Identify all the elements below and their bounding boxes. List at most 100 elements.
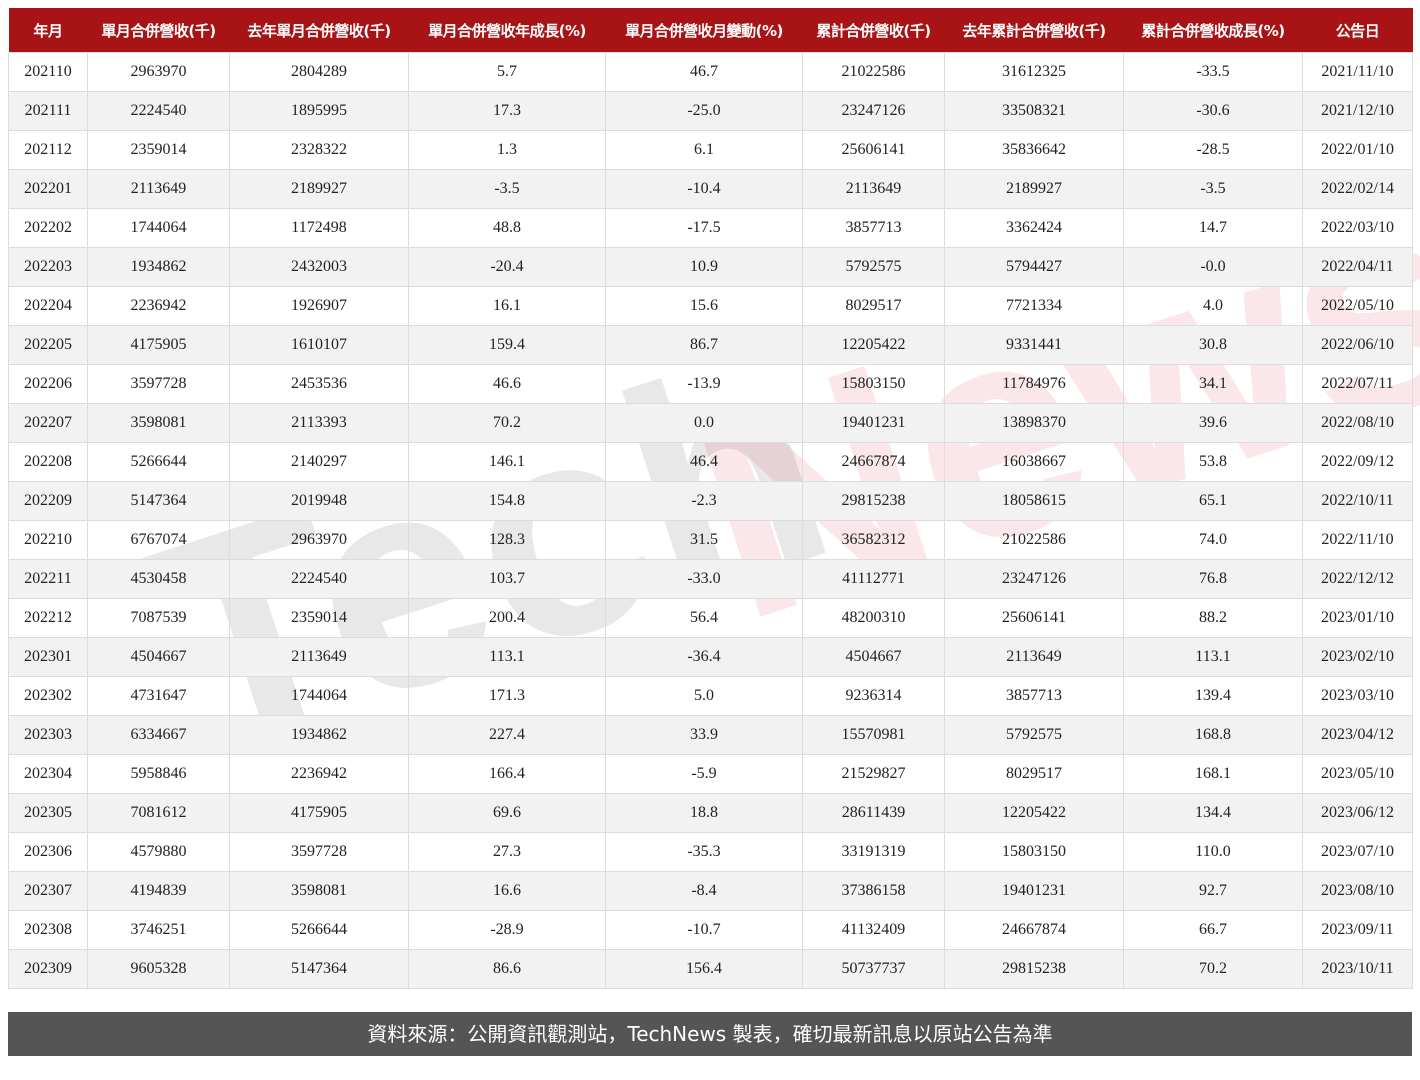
cell-monthly-revenue: 4194839 — [87, 871, 230, 911]
cell-announce-date: 2022/07/11 — [1302, 364, 1413, 404]
cell-cumulative-growth: -3.5 — [1123, 169, 1303, 209]
cell-cumulative-growth: 92.7 — [1123, 871, 1303, 911]
cell-last-year-monthly-revenue: 2453536 — [229, 364, 409, 404]
cell-announce-date: 2022/05/10 — [1302, 286, 1413, 326]
cell-last-year-cumulative-revenue: 8029517 — [944, 754, 1124, 794]
table-row: 202302 4731647 1744064 171.3 5.0 9236314 38577… — [8, 676, 1413, 716]
cell-announce-date: 2022/08/10 — [1302, 403, 1413, 443]
column-header-month: 年月 — [8, 8, 88, 53]
cell-last-year-monthly-revenue: 4175905 — [229, 793, 409, 833]
cell-monthly-revenue: 2113649 — [87, 169, 230, 209]
cell-monthly-mom-change: 10.9 — [605, 247, 803, 287]
cell-cumulative-growth: 66.7 — [1123, 910, 1303, 950]
table-row: 202111 2224540 1895995 17.3 -25.0 23247126 335… — [8, 91, 1413, 131]
cell-cumulative-growth: 76.8 — [1123, 559, 1303, 599]
cell-last-year-cumulative-revenue: 24667874 — [944, 910, 1124, 950]
cell-last-year-monthly-revenue: 2236942 — [229, 754, 409, 794]
column-header-monthly-mom-change: 單月合併營收月變動(%) — [605, 8, 803, 53]
cell-monthly-yoy-growth: 16.6 — [408, 871, 606, 911]
cell-monthly-revenue: 6767074 — [87, 520, 230, 560]
cell-monthly-mom-change: 15.6 — [605, 286, 803, 326]
table-row: 202307 4194839 3598081 16.6 -8.4 37386158 1940… — [8, 871, 1413, 911]
table-row: 202209 5147364 2019948 154.8 -2.3 29815238 180… — [8, 481, 1413, 521]
table-row: 202112 2359014 2328322 1.3 6.1 25606141 358366… — [8, 130, 1413, 170]
cell-last-year-cumulative-revenue: 16038667 — [944, 442, 1124, 482]
cell-monthly-yoy-growth: 1.3 — [408, 130, 606, 170]
table-row: 202207 3598081 2113393 70.2 0.0 19401231 13898… — [8, 403, 1413, 443]
cell-last-year-cumulative-revenue: 21022586 — [944, 520, 1124, 560]
cell-monthly-mom-change: -25.0 — [605, 91, 803, 131]
cell-month: 202210 — [8, 520, 88, 560]
cell-last-year-monthly-revenue: 2804289 — [229, 52, 409, 92]
column-header-monthly-yoy-growth: 單月合併營收年成長(%) — [408, 8, 606, 53]
cell-monthly-mom-change: -2.3 — [605, 481, 803, 521]
cell-last-year-cumulative-revenue: 33508321 — [944, 91, 1124, 131]
cell-cumulative-revenue: 9236314 — [802, 676, 945, 716]
cell-monthly-mom-change: 6.1 — [605, 130, 803, 170]
cell-monthly-revenue: 3598081 — [87, 403, 230, 443]
cell-last-year-monthly-revenue: 2113649 — [229, 637, 409, 677]
cell-month: 202207 — [8, 403, 88, 443]
cell-cumulative-revenue: 19401231 — [802, 403, 945, 443]
column-header-monthly-revenue: 單月合併營收(千) — [87, 8, 230, 53]
cell-announce-date: 2022/09/12 — [1302, 442, 1413, 482]
cell-month: 202307 — [8, 871, 88, 911]
cell-last-year-monthly-revenue: 1172498 — [229, 208, 409, 248]
cell-last-year-monthly-revenue: 1895995 — [229, 91, 409, 131]
cell-monthly-revenue: 6334667 — [87, 715, 230, 755]
cell-last-year-cumulative-revenue: 35836642 — [944, 130, 1124, 170]
cell-monthly-mom-change: 0.0 — [605, 403, 803, 443]
cell-announce-date: 2023/07/10 — [1302, 832, 1413, 872]
cell-monthly-mom-change: -35.3 — [605, 832, 803, 872]
cell-monthly-mom-change: 33.9 — [605, 715, 803, 755]
cell-monthly-yoy-growth: 113.1 — [408, 637, 606, 677]
cell-last-year-cumulative-revenue: 7721334 — [944, 286, 1124, 326]
cell-cumulative-growth: -28.5 — [1123, 130, 1303, 170]
revenue-table: 年月 單月合併營收(千) 去年單月合併營收(千) 單月合併營收年成長(%) 單月合併營收… — [8, 8, 1413, 989]
cell-monthly-yoy-growth: 27.3 — [408, 832, 606, 872]
cell-last-year-cumulative-revenue: 9331441 — [944, 325, 1124, 365]
cell-monthly-revenue: 3746251 — [87, 910, 230, 950]
cell-month: 202305 — [8, 793, 88, 833]
cell-cumulative-revenue: 21022586 — [802, 52, 945, 92]
cell-announce-date: 2023/04/12 — [1302, 715, 1413, 755]
cell-last-year-monthly-revenue: 1934862 — [229, 715, 409, 755]
cell-cumulative-revenue: 41112771 — [802, 559, 945, 599]
cell-monthly-yoy-growth: -3.5 — [408, 169, 606, 209]
table-row: 202301 4504667 2113649 113.1 -36.4 4504667 211… — [8, 637, 1413, 677]
cell-announce-date: 2023/01/10 — [1302, 598, 1413, 638]
cell-monthly-yoy-growth: 154.8 — [408, 481, 606, 521]
cell-cumulative-revenue: 24667874 — [802, 442, 945, 482]
cell-monthly-yoy-growth: 103.7 — [408, 559, 606, 599]
cell-month: 202309 — [8, 949, 88, 989]
cell-last-year-cumulative-revenue: 19401231 — [944, 871, 1124, 911]
cell-monthly-yoy-growth: 166.4 — [408, 754, 606, 794]
cell-last-year-monthly-revenue: 2328322 — [229, 130, 409, 170]
cell-cumulative-growth: 53.8 — [1123, 442, 1303, 482]
cell-cumulative-revenue: 28611439 — [802, 793, 945, 833]
table-row: 202204 2236942 1926907 16.1 15.6 8029517 77213… — [8, 286, 1413, 326]
cell-cumulative-revenue: 36582312 — [802, 520, 945, 560]
cell-last-year-cumulative-revenue: 3857713 — [944, 676, 1124, 716]
cell-month: 202211 — [8, 559, 88, 599]
cell-monthly-mom-change: 46.4 — [605, 442, 803, 482]
cell-cumulative-revenue: 33191319 — [802, 832, 945, 872]
cell-month: 202301 — [8, 637, 88, 677]
cell-monthly-yoy-growth: -20.4 — [408, 247, 606, 287]
cell-month: 202306 — [8, 832, 88, 872]
cell-announce-date: 2022/04/11 — [1302, 247, 1413, 287]
table-row: 202308 3746251 5266644 -28.9 -10.7 41132409 24… — [8, 910, 1413, 950]
cell-monthly-mom-change: 86.7 — [605, 325, 803, 365]
cell-last-year-cumulative-revenue: 5794427 — [944, 247, 1124, 287]
table-header: 年月 單月合併營收(千) 去年單月合併營收(千) 單月合併營收年成長(%) 單月合併營收… — [8, 8, 1413, 53]
table-row: 202206 3597728 2453536 46.6 -13.9 15803150 117… — [8, 364, 1413, 404]
cell-monthly-yoy-growth: 146.1 — [408, 442, 606, 482]
cell-last-year-cumulative-revenue: 31612325 — [944, 52, 1124, 92]
table-row: 202211 4530458 2224540 103.7 -33.0 41112771 23… — [8, 559, 1413, 599]
cell-cumulative-growth: -0.0 — [1123, 247, 1303, 287]
cell-last-year-cumulative-revenue: 29815238 — [944, 949, 1124, 989]
cell-cumulative-revenue: 48200310 — [802, 598, 945, 638]
cell-monthly-revenue: 2224540 — [87, 91, 230, 131]
cell-cumulative-revenue: 3857713 — [802, 208, 945, 248]
cell-cumulative-growth: 139.4 — [1123, 676, 1303, 716]
